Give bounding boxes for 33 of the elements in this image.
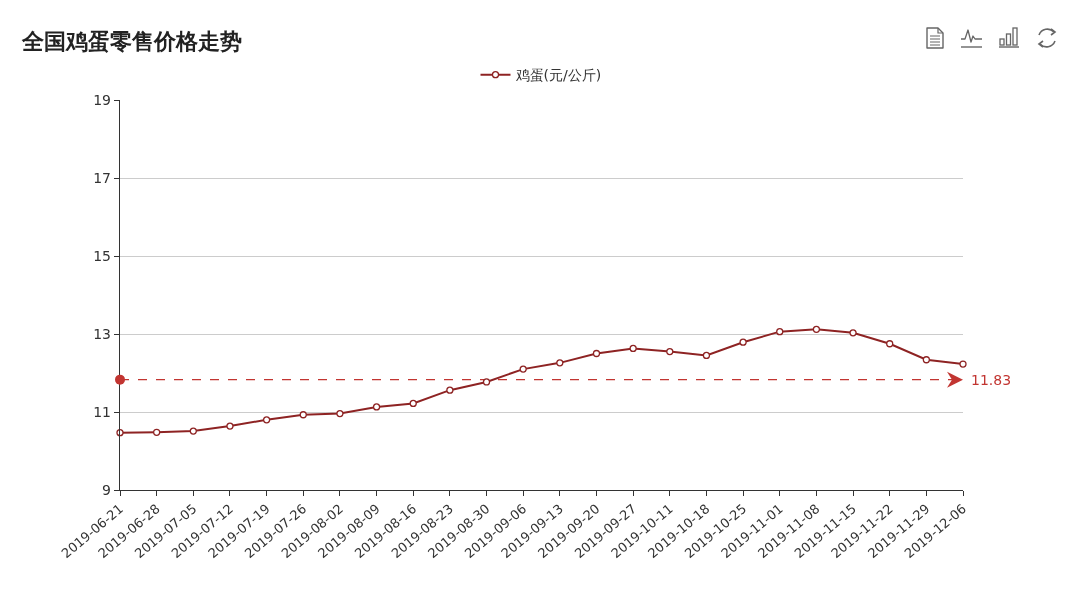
point xyxy=(372,403,381,411)
point xyxy=(592,349,601,358)
chart-title: 全国鸡蛋零售价格走势 xyxy=(20,29,242,55)
y-tick-label: 15 xyxy=(93,247,111,264)
point xyxy=(886,340,894,348)
point xyxy=(666,347,674,356)
point xyxy=(812,325,821,333)
point xyxy=(629,344,637,353)
point xyxy=(519,365,527,373)
point xyxy=(226,422,234,430)
point xyxy=(299,411,307,419)
point xyxy=(849,329,857,337)
point xyxy=(922,356,930,364)
ref-line-label: 11.83 xyxy=(971,372,1012,388)
point xyxy=(702,351,711,360)
point xyxy=(482,378,491,386)
point xyxy=(959,360,967,368)
point xyxy=(556,359,564,367)
point xyxy=(189,427,197,435)
y-tick-label: 17 xyxy=(93,169,111,186)
y-tick-label: 19 xyxy=(93,91,111,108)
legend-label: 鸡蛋(元/公斤) xyxy=(514,67,602,84)
point xyxy=(262,416,271,424)
point xyxy=(739,338,747,346)
point xyxy=(776,328,784,336)
y-tick-label: 9 xyxy=(102,481,111,498)
point xyxy=(409,399,417,408)
y-tick-label: 11 xyxy=(93,403,111,420)
point xyxy=(116,429,124,437)
point xyxy=(446,386,454,394)
point xyxy=(153,428,161,436)
point xyxy=(336,409,344,418)
y-tick-label: 13 xyxy=(93,325,111,342)
